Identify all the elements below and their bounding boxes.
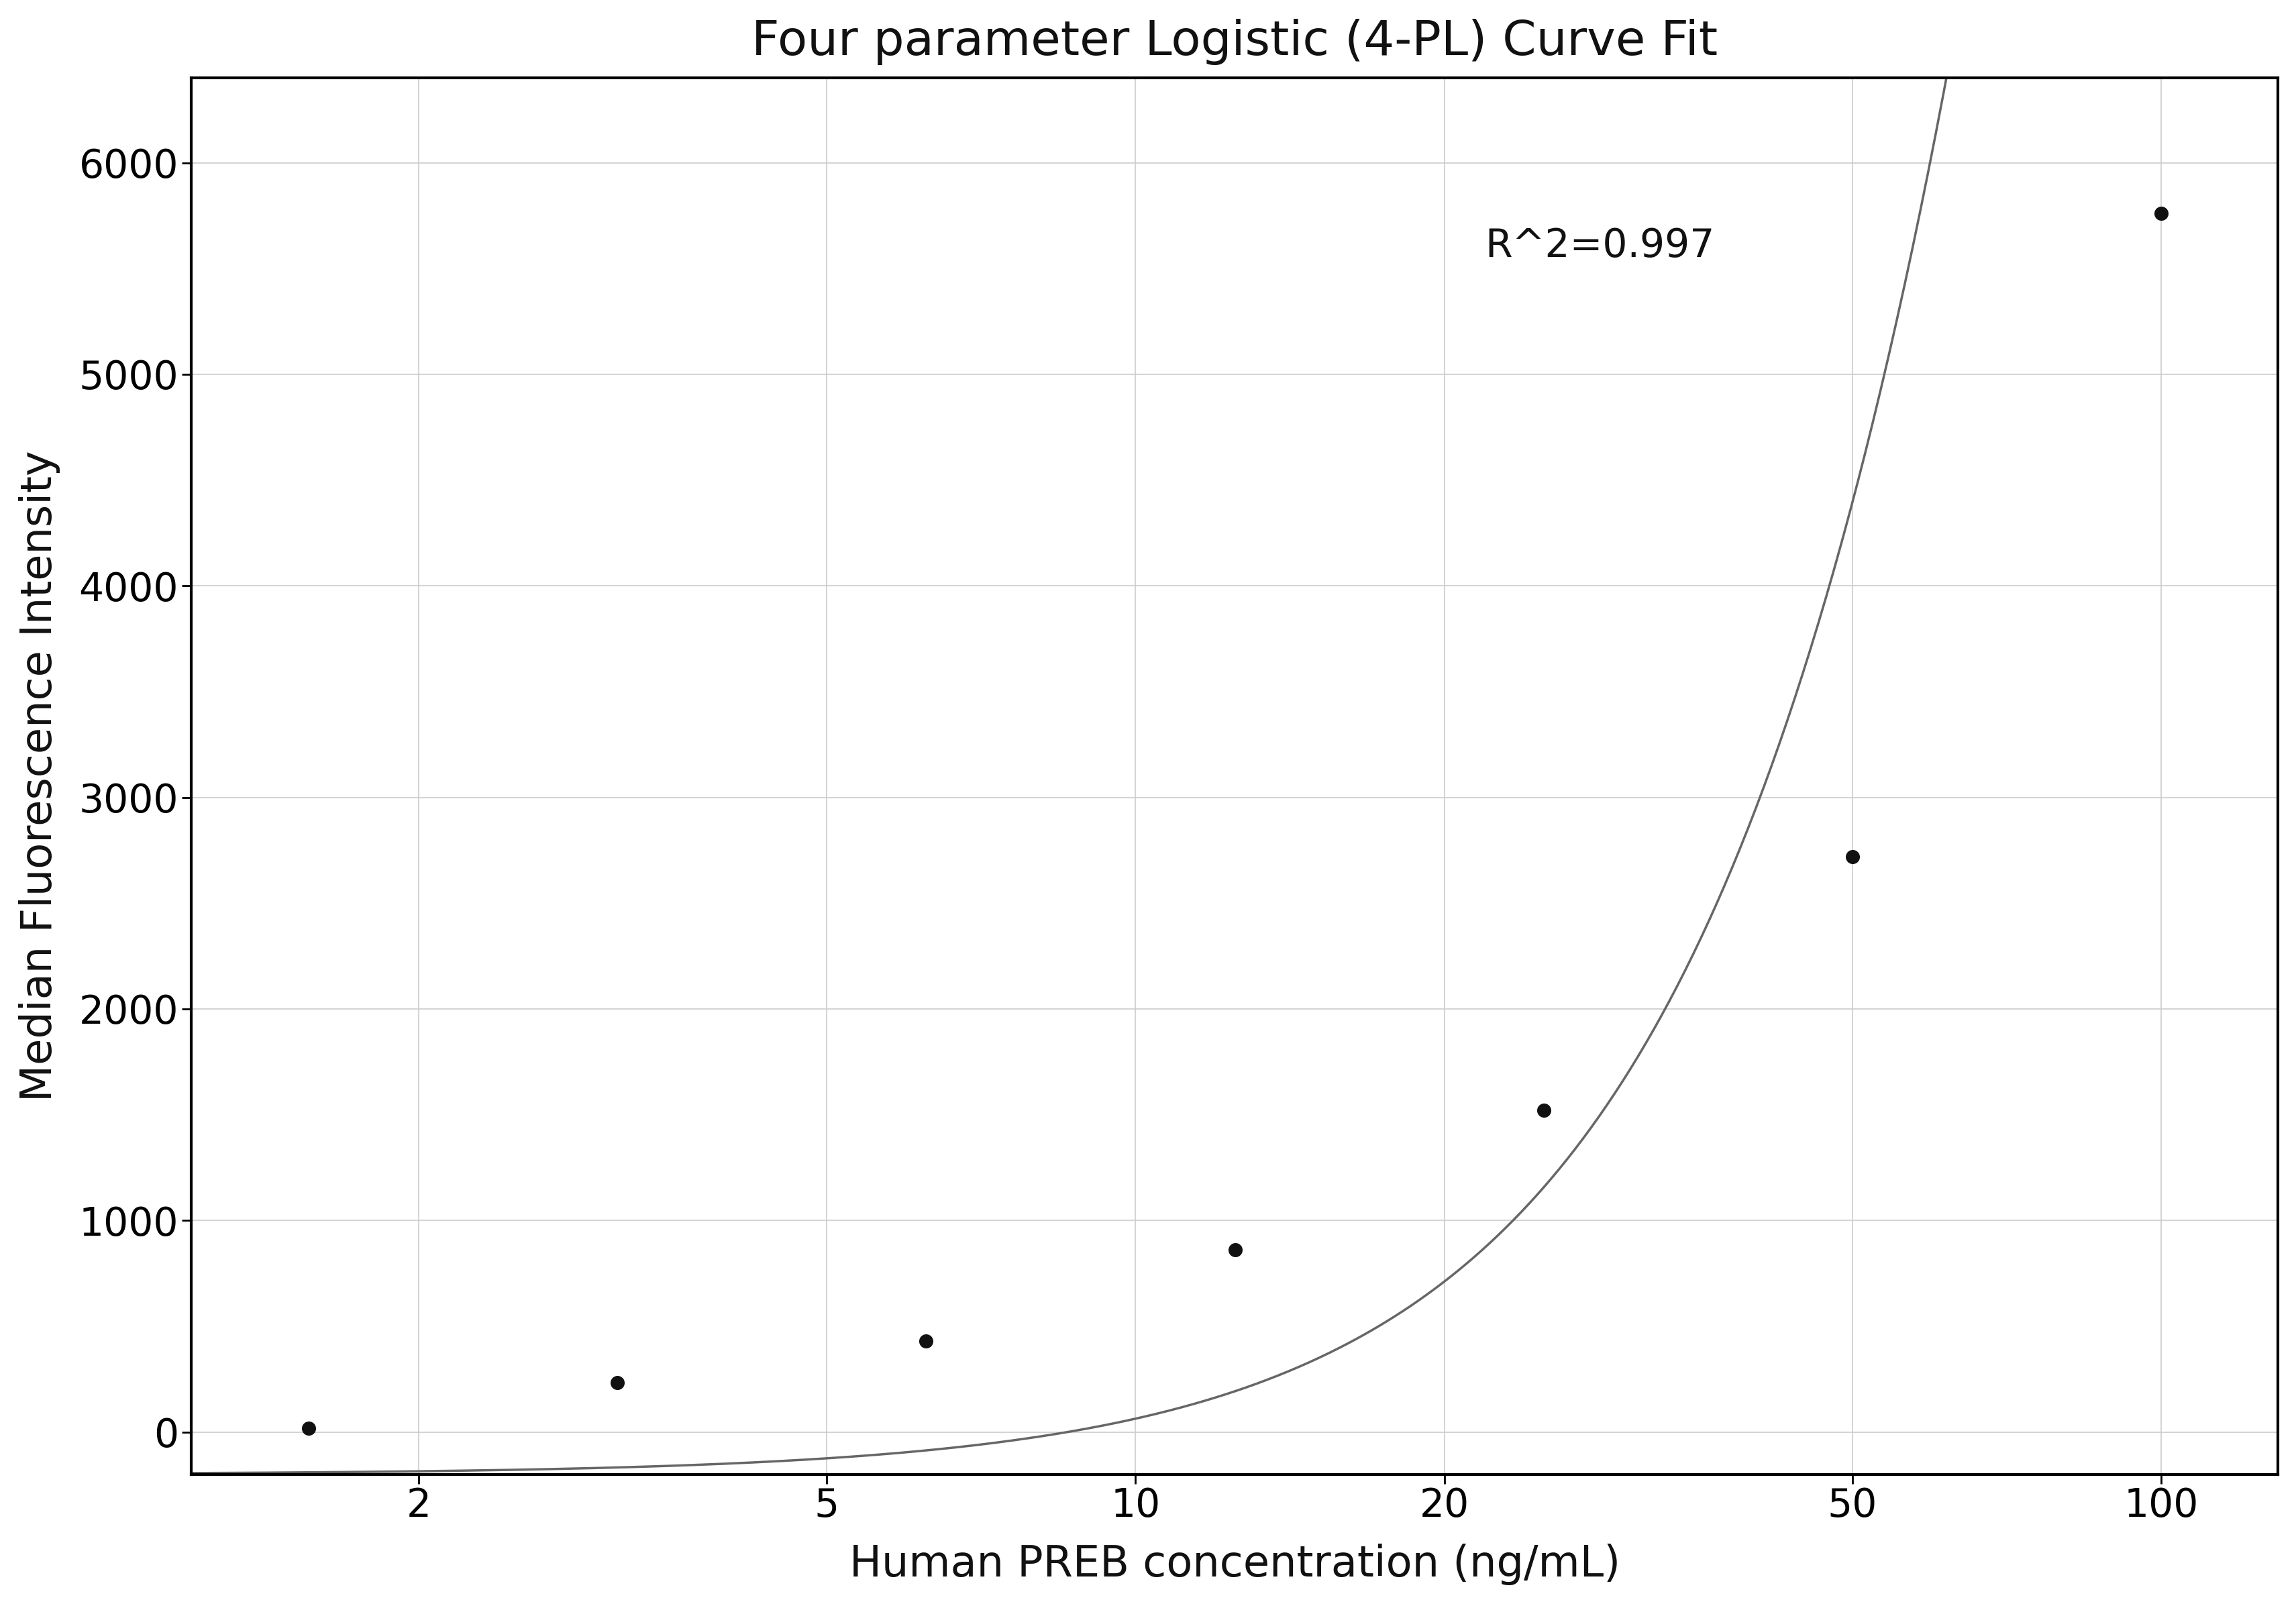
Point — [907, 1328, 944, 1354]
Point — [599, 1370, 636, 1395]
Y-axis label: Median Fluorescence Intensity: Median Fluorescence Intensity — [18, 451, 60, 1102]
Point — [2142, 200, 2179, 226]
Point — [289, 1415, 326, 1440]
Point — [1217, 1237, 1254, 1262]
Point — [1525, 1097, 1561, 1123]
Text: R^2=0.997: R^2=0.997 — [1486, 226, 1715, 265]
X-axis label: Human PREB concentration (ng/mL): Human PREB concentration (ng/mL) — [850, 1543, 1619, 1585]
Point — [1835, 844, 1871, 869]
Title: Four parameter Logistic (4-PL) Curve Fit: Four parameter Logistic (4-PL) Curve Fit — [751, 19, 1717, 64]
